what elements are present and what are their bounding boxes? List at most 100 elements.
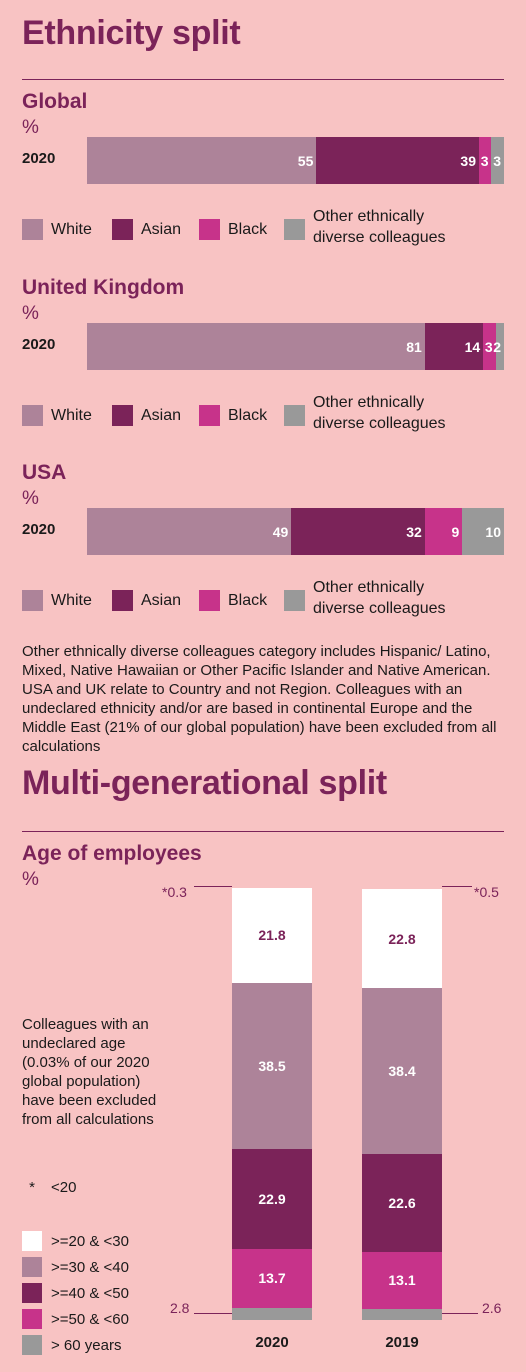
marker-line [194,1313,232,1314]
stacked-column-2020: 21.8 38.5 22.9 13.7 [232,887,312,1320]
data-label: 32 [406,523,422,540]
bar-segment [87,137,317,184]
divider [22,79,504,80]
legend-star: * [29,1179,35,1196]
legend-swatch [284,590,305,611]
legend-item: >=40 & <50 [22,1283,129,1303]
legend-item: White [22,590,92,611]
legend-label: Black [228,592,268,609]
legend-label: Other ethnically diverse colleagues [313,579,446,617]
marker-bottom-2020: 2.8 [170,1300,190,1316]
legend-item: Black [199,405,267,426]
data-label: 10 [485,523,501,540]
bar-segment [424,508,463,555]
legend-swatch [284,219,305,240]
legend-swatch [22,1257,42,1277]
column-segment: 38.4 [362,987,442,1155]
legend-label: Asian [141,592,182,609]
legend-label: >=30 & <40 [51,1258,129,1276]
chart-legend: White Asian Black Other ethnically diverse … [22,202,512,250]
legend-label: <20 [51,1179,77,1196]
marker-top-2019: *0.5 [474,884,499,900]
data-label: 38.4 [388,1063,416,1079]
legend-item: Asian [112,219,181,240]
legend-swatch [112,219,133,240]
legend-item: Asian [112,405,181,426]
legend-label: White [51,221,92,238]
legend-swatch [199,405,220,426]
legend-label: >=20 & <30 [51,1232,129,1250]
legend-swatch [199,219,220,240]
legend-item: >=30 & <40 [22,1257,129,1277]
legend-item: Black [199,219,267,240]
bar-segment [424,323,484,370]
chart-unit: % [22,303,39,324]
legend-swatch [199,590,220,611]
stacked-bar: 49 32 9 10 [87,508,504,555]
legend-swatch [22,1309,42,1329]
legend-item: Other ethnically diverse colleagues [284,206,473,248]
legend-item: * <20 [22,1179,76,1196]
marker-line [442,1313,478,1314]
data-label: 39 [460,152,476,169]
category-label: 2020 [255,1334,289,1351]
legend-item: > 60 years [22,1335,121,1355]
legend-swatch [22,405,43,426]
legend-swatch [22,1231,42,1251]
data-label: 14 [464,338,481,355]
category-label: 2020 [22,150,56,167]
bar-segment [491,137,504,184]
legend-item: White [22,219,92,240]
category-label: 2020 [22,521,56,538]
data-label: 38.5 [258,1058,286,1075]
legend-label: Asian [141,221,182,238]
data-label: 9 [451,523,460,540]
legend-label: Other ethnically diverse colleagues [313,208,446,246]
data-label: 81 [406,338,422,355]
marker-top-2020: *0.3 [162,884,187,900]
data-label: 22.8 [388,930,416,947]
legend-label: >=50 & <60 [51,1310,129,1328]
data-label: 22.6 [388,1195,416,1212]
legend-item: Asian [112,590,181,611]
ethnicity-title: Ethnicity split [22,14,241,52]
legend-item: White [22,405,92,426]
legend-label: > 60 years [51,1336,122,1354]
legend-label: Other ethnically diverse colleagues [313,394,446,432]
chart-legend: White Asian Black Other ethnically diverse … [22,573,512,621]
column-segment: 13.1 [362,1252,442,1309]
bar-segment [87,323,425,370]
legend-label: Black [228,221,268,238]
legend-swatch [112,590,133,611]
column-segment: 21.8 [232,888,312,983]
legend-swatch [284,405,305,426]
ethnicity-note: Other ethnically diverse colleagues cate… [22,643,497,755]
chart-legend: White Asian Black Other ethnically diverse … [22,388,512,436]
bar-segment [483,323,496,370]
age-chart-unit: % [22,869,39,890]
legend-label: Black [228,407,268,424]
column-segment [232,1307,312,1320]
data-label: 55 [297,152,314,169]
legend-label: >=40 & <50 [51,1284,129,1302]
divider [22,831,504,832]
bar-segment [478,137,492,184]
age-note: Colleagues with an undeclared age (0.03%… [22,1016,157,1128]
bar-segment [462,508,504,555]
bar-segment [87,508,292,555]
column-segment [362,887,442,890]
bar-segment [291,508,425,555]
data-label: 13.7 [258,1270,286,1287]
legend-item: >=50 & <60 [22,1309,129,1329]
chart-title: USA [22,461,67,484]
data-label: 3 [484,338,493,355]
column-segment [232,887,312,889]
legend-swatch [22,1335,42,1355]
legend-swatch [22,590,43,611]
legend-swatch [22,219,43,240]
stacked-bar: 81 14 3 2 [87,323,504,370]
column-segment: 38.5 [232,982,312,1150]
legend-swatch [112,405,133,426]
data-label: 22.9 [258,1190,286,1207]
category-label: 2019 [385,1334,419,1351]
